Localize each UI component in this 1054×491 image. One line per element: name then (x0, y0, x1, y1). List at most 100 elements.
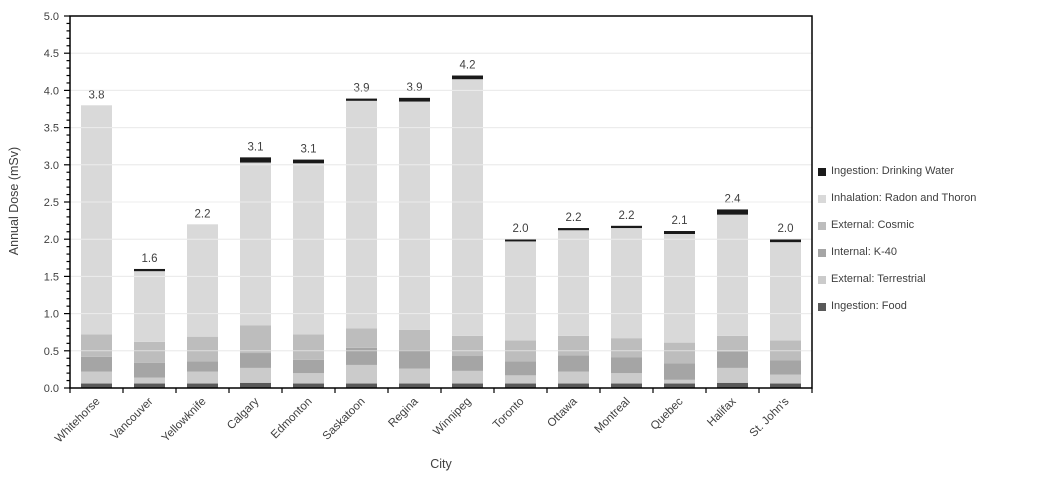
bar-total-label: 2.2 (619, 210, 635, 222)
legend-label: External: Terrestrial (831, 273, 926, 285)
legend-label: Ingestion: Drinking Water (831, 165, 955, 177)
bar-total-label: 4.2 (460, 60, 476, 72)
bar-segment (187, 336, 218, 362)
x-tick-label: Montreal (592, 396, 632, 436)
bar-total-label: 2.4 (725, 193, 742, 205)
bar-segment (81, 383, 112, 388)
bar-segment (611, 228, 642, 339)
bar-segment (717, 209, 748, 215)
bar-segment (240, 353, 271, 368)
bar-segment (187, 224, 218, 337)
bar-segment (293, 334, 324, 360)
y-tick-label: 3.0 (44, 160, 59, 172)
x-tick-label: Ottawa (545, 395, 580, 430)
y-tick-label: 2.0 (44, 234, 59, 246)
bar-segment (770, 374, 801, 384)
bar-segment (346, 364, 377, 384)
bar-segment (346, 347, 377, 365)
bar-segment (399, 383, 430, 388)
bar-segment (240, 325, 271, 354)
bar-segment (770, 383, 801, 388)
bar-segment (664, 231, 695, 234)
bar-total-label: 2.1 (672, 215, 688, 227)
bar-segment (293, 359, 324, 374)
legend-item: Inhalation: Radon and Thoron (818, 193, 976, 204)
y-tick-label: 4.0 (44, 85, 59, 97)
bar-segment (558, 355, 589, 372)
bar-total-label: 3.8 (89, 89, 105, 101)
bar-segment (505, 375, 536, 384)
bar-segment (399, 329, 430, 351)
legend-swatch (818, 194, 826, 203)
bar-segment (346, 100, 377, 329)
y-tick-label: 2.5 (44, 197, 59, 209)
bar-segment (452, 335, 483, 357)
bar-segment (770, 239, 801, 243)
bar-segment (399, 368, 430, 384)
bar-segment (611, 373, 642, 384)
bar-segment (134, 268, 165, 272)
bar-segment (717, 351, 748, 368)
legend-swatch (818, 275, 826, 284)
bar-segment (452, 75, 483, 80)
legend-label: Internal: K-40 (831, 246, 898, 258)
bar-segment (664, 379, 695, 384)
legend-label: Ingestion: Food (831, 300, 907, 312)
bar-segment (346, 98, 377, 101)
bar-total-label: 3.9 (354, 83, 370, 95)
bar-segment (134, 362, 165, 378)
x-tick-label: St. John's (748, 395, 792, 439)
x-tick-label: Yellowknife (160, 396, 209, 445)
bar-segment (505, 239, 536, 242)
x-tick-label: Regina (386, 395, 421, 430)
legend-label: Inhalation: Radon and Thoron (831, 192, 977, 204)
y-tick-label: 3.5 (44, 123, 59, 135)
legend-swatch (818, 167, 826, 176)
x-tick-label: Edmonton (269, 396, 315, 442)
bar-segment (293, 373, 324, 384)
bar-total-label: 3.9 (407, 82, 423, 94)
legend-item: Ingestion: Drinking Water (818, 166, 976, 177)
bar-segment (240, 367, 271, 383)
bar-total-label: 1.6 (142, 253, 158, 265)
bar-segment (187, 361, 218, 372)
bar-segment (346, 328, 377, 348)
bar-segment (505, 361, 536, 376)
bar-segment (558, 383, 589, 388)
legend-item: Internal: K-40 (818, 247, 976, 258)
bar-segment (717, 367, 748, 383)
bar-segment (717, 335, 748, 352)
legend-item: Ingestion: Food (818, 301, 976, 312)
legend-swatch (818, 248, 826, 257)
bar-segment (611, 225, 642, 229)
bar-segment (452, 370, 483, 384)
bar-segment (452, 383, 483, 388)
x-tick-label: Calgary (225, 395, 262, 432)
bar-segment (81, 371, 112, 384)
bar-total-label: 3.1 (301, 144, 317, 156)
bar-segment (664, 383, 695, 388)
y-tick-label: 1.5 (44, 271, 59, 283)
bar-segment (558, 371, 589, 384)
bar-segment (134, 341, 165, 363)
y-tick-label: 5.0 (44, 11, 59, 23)
x-tick-label: Vancouver (109, 396, 156, 443)
bar-segment (664, 342, 695, 364)
x-tick-label: Winnipeg (431, 396, 473, 438)
bar-segment (187, 383, 218, 388)
bar-segment (558, 335, 589, 356)
bar-segment (240, 162, 271, 326)
bar-total-label: 2.2 (566, 212, 582, 224)
legend-swatch (818, 221, 826, 230)
bar-segment (770, 242, 801, 341)
legend-label: External: Cosmic (831, 219, 915, 231)
y-axis-title: Annual Dose (mSv) (7, 146, 21, 256)
bar-segment (187, 371, 218, 384)
bar-segment (770, 360, 801, 375)
bar-segment (558, 228, 589, 231)
bar-segment (558, 230, 589, 336)
x-tick-label: Toronto (491, 396, 527, 432)
bar-segment (346, 383, 377, 388)
